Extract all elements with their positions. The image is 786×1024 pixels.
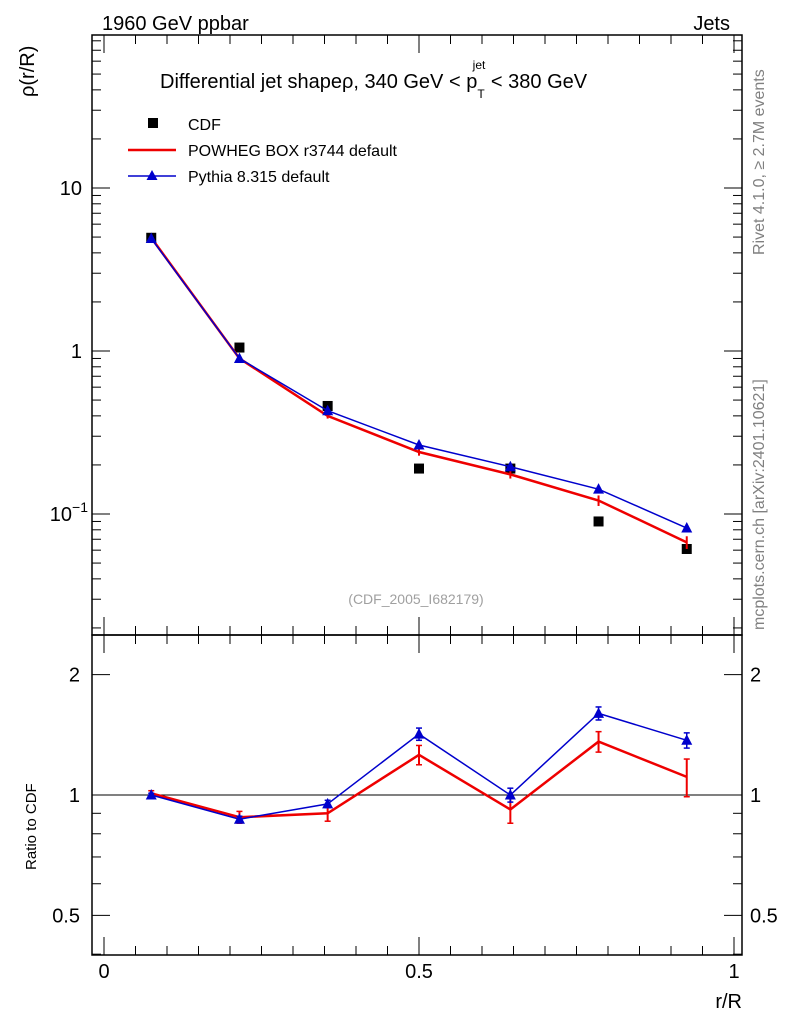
ratio-ylabel: Ratio to CDF xyxy=(23,783,40,870)
ratio-series-layer xyxy=(145,706,693,824)
pythia-point xyxy=(145,232,157,243)
mcplots-label: mcplots.cern.ch [arXiv:2401.10621] xyxy=(751,379,768,630)
ratio-pythia-point xyxy=(322,797,334,809)
ratio-ytick-label-left: 1 xyxy=(69,785,80,807)
ratio-pythia-point xyxy=(145,789,157,800)
cdf-point xyxy=(414,463,424,474)
ratio-pythia-point xyxy=(233,813,245,824)
ratio-pythia-point xyxy=(504,789,516,800)
powheg-line xyxy=(150,237,688,544)
ratio-axis-ticks: 2 2 1 1 0.5 0.5 xyxy=(52,665,778,955)
cdf-point xyxy=(234,342,245,353)
pythia-point xyxy=(593,483,605,494)
cdf-point xyxy=(593,516,604,527)
xlabel: r/R xyxy=(715,991,742,1013)
ratio-ytick-label-right: 1 xyxy=(750,785,761,807)
legend: CDF POWHEG BOX r3744 default Pythia 8.31… xyxy=(128,117,398,186)
legend-label-cdf: CDF xyxy=(188,117,221,134)
header-left: 1960 GeV ppbar xyxy=(102,13,249,35)
legend-label-pythia: Pythia 8.315 default xyxy=(188,169,330,186)
header-right: Jets xyxy=(693,13,730,35)
x-axis-ticks: 0 0.5 1 xyxy=(98,35,740,983)
main-ytick-label: 10−1 xyxy=(50,499,88,526)
ratio-pythia-point xyxy=(413,728,425,739)
legend-label-powheg: POWHEG BOX r3744 default xyxy=(188,143,398,160)
pythia-point xyxy=(681,522,693,533)
main-title-tail: < 380 GeV xyxy=(485,71,587,93)
ratio-pythia-point xyxy=(681,734,693,745)
pythia-point xyxy=(413,439,425,450)
ratio-ytick-label-right: 2 xyxy=(750,665,761,687)
xtick-label: 1 xyxy=(728,961,739,983)
rivet-label: Rivet 4.1.0, ≥ 2.7M events xyxy=(751,69,768,255)
analysis-watermark: (CDF_2005_I682179) xyxy=(348,591,483,607)
main-series-layer xyxy=(145,232,693,554)
main-title-sub: T xyxy=(477,87,485,101)
main-ytick-label: 1 xyxy=(71,341,82,363)
legend-marker-cdf xyxy=(148,118,158,128)
ratio-pythia-point xyxy=(593,707,605,718)
ratio-ytick-label-right: 0.5 xyxy=(750,905,778,927)
main-title-text: Differential jet shapeρ, 340 GeV < p xyxy=(160,71,477,93)
main-title-sup: jet xyxy=(472,58,486,72)
xtick-label: 0 xyxy=(98,961,109,983)
ratio-ytick-label-left: 0.5 xyxy=(52,905,80,927)
main-title: Differential jet shapeρ, 340 GeV < pTjet… xyxy=(160,58,588,101)
pythia-line xyxy=(150,238,688,529)
pythia-point xyxy=(322,404,334,416)
ratio-ytick-label-left: 2 xyxy=(69,665,80,687)
legend-marker-pythia xyxy=(146,170,158,180)
pythia-point xyxy=(233,352,245,363)
main-ytick-label: 10 xyxy=(60,178,82,200)
main-axis-ticks: 10 1 10−1 xyxy=(50,40,742,629)
pythia-point xyxy=(504,460,516,472)
xtick-label: 0.5 xyxy=(405,961,433,983)
main-ylabel: ρ(r/R) xyxy=(17,46,39,97)
